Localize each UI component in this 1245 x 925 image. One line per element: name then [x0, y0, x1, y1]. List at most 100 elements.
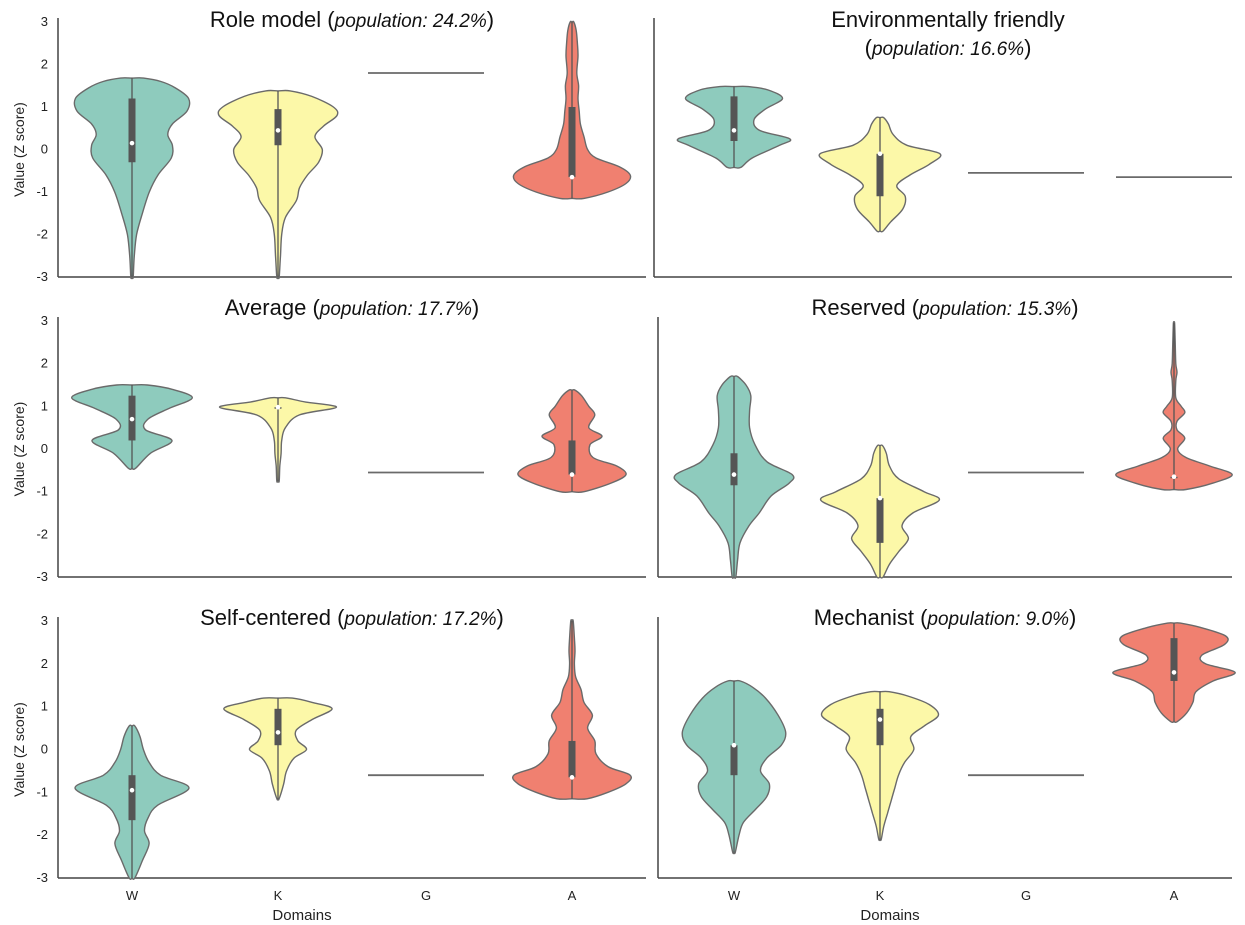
x-tick-label: W	[728, 888, 741, 903]
violin-A	[511, 619, 633, 800]
y-tick-label: 2	[41, 356, 48, 371]
panel-title-name: Average (	[225, 295, 321, 320]
y-tick-label: -3	[36, 269, 48, 284]
violin-iqr-box	[274, 708, 282, 746]
violin-iqr-box	[128, 98, 136, 163]
x-tick-label: G	[1021, 888, 1031, 903]
violin-iqr-box	[568, 740, 576, 778]
violin-K	[218, 396, 338, 483]
panel-title-name: Self-centered (	[200, 605, 345, 630]
violin-median-dot	[877, 495, 883, 501]
violin-median-dot	[877, 151, 883, 157]
panel-1: 3 2 1 0 -1 -2 -3 Value (Z score) Role model (pop…	[11, 7, 646, 284]
violin-W	[71, 383, 193, 470]
panel-title-close: )	[487, 7, 494, 32]
y-tick-label: 2	[41, 656, 48, 671]
violin-K	[820, 690, 940, 842]
violin-W	[73, 77, 191, 280]
violin-iqr-box	[876, 153, 884, 197]
violin-median-dot	[129, 787, 135, 793]
violin-W	[74, 724, 190, 880]
panel-3: 3 2 1 0 -1 -2 -3 Value (Z score) Average (popula…	[11, 295, 646, 584]
panel-2: Environmentally friendly (population: 16.…	[653, 7, 1232, 278]
violin-median-dot	[569, 472, 575, 477]
y-axis-label: Value (Z score)	[11, 702, 27, 797]
x-tick-label: K	[876, 888, 885, 903]
violin-iqr-box	[730, 453, 738, 486]
violin-K	[223, 697, 333, 801]
violin-A	[1115, 320, 1233, 491]
panel-title-population: population: 15.3%	[918, 299, 1071, 320]
y-tick-label: -2	[36, 227, 48, 242]
panel-title-population: population: 17.2%	[343, 609, 496, 630]
violin-median-dot	[275, 128, 281, 133]
panel-title-close: )	[1071, 295, 1078, 320]
panel-title-close: )	[497, 605, 504, 630]
panel-title: Role model (population: 24.2%)	[210, 7, 494, 32]
violin-median-dot	[275, 730, 281, 735]
y-tick-label: 1	[41, 699, 48, 714]
violin-A	[517, 389, 627, 494]
violin-iqr-box	[568, 440, 576, 475]
panel-title: Mechanist (population: 9.0%)	[814, 605, 1077, 630]
panel-title-population: (population: 16.6%)	[865, 35, 1032, 60]
violin-median-dot	[129, 140, 135, 146]
y-tick-label: 0	[41, 441, 48, 456]
x-tick-label: K	[274, 888, 283, 903]
y-axis-label: Value (Z score)	[11, 402, 27, 497]
violin-iqr-box	[274, 109, 282, 146]
violin-K	[217, 89, 339, 280]
panel-4: Reserved (population: 15.3%)	[657, 295, 1233, 579]
violin-median-dot	[129, 416, 135, 422]
violin-A	[1112, 622, 1236, 724]
y-tick-label: 3	[41, 313, 48, 328]
y-tick-label: -2	[36, 526, 48, 541]
y-tick-label: 3	[41, 14, 48, 29]
y-tick-label: -2	[36, 827, 48, 842]
violin-iqr-box	[568, 107, 576, 178]
x-axis-label: Domains	[860, 907, 919, 924]
violin-median-dot	[569, 174, 575, 180]
panel-6: Mechanist (population: 9.0%) W K G A Domains	[657, 605, 1236, 924]
panel-title-population: population: 17.7%	[319, 299, 472, 320]
violin-median-dot	[1171, 474, 1177, 480]
y-tick-label: 1	[41, 398, 48, 413]
violin-median-dot	[877, 717, 883, 722]
y-tick-label: -1	[36, 184, 48, 199]
violin-W	[681, 679, 787, 855]
violin-K	[819, 444, 941, 579]
violin-median-dot	[731, 472, 737, 477]
panel-5: 3 2 1 0 -1 -2 -3 Value (Z score) Self-centered (…	[11, 605, 646, 924]
x-tick-label: A	[1170, 888, 1179, 903]
panel-title: Average (population: 17.7%)	[225, 295, 479, 320]
violin-iqr-box	[128, 775, 136, 821]
y-tick-label: 1	[41, 99, 48, 114]
y-tick-label: -1	[36, 784, 48, 799]
panel-title-name: Role model (	[210, 7, 335, 32]
panel-title-name: Mechanist (	[814, 605, 928, 630]
violin-median-dot	[569, 775, 575, 780]
violin-K	[818, 116, 942, 233]
panel-title-close: )	[1069, 605, 1076, 630]
violin-iqr-box	[1170, 638, 1178, 681]
violin-median-dot	[731, 128, 737, 133]
panel-title: Reserved (population: 15.3%)	[811, 295, 1078, 320]
violin-A	[512, 20, 632, 200]
violin-iqr-box	[876, 498, 884, 543]
panel-title-name: Environmentally friendly	[831, 7, 1065, 32]
panel-title-population: population: 24.2%	[334, 11, 487, 32]
violin-iqr-box	[876, 708, 884, 746]
x-axis-label: Domains	[272, 907, 331, 924]
x-tick-label: A	[568, 888, 577, 903]
y-tick-label: 3	[41, 613, 48, 628]
violin-W	[673, 375, 795, 579]
y-tick-label: 0	[41, 742, 48, 757]
y-tick-label: -3	[36, 870, 48, 885]
violin-iqr-box	[730, 745, 738, 776]
violin-median-dot	[731, 742, 737, 748]
x-tick-label: W	[126, 888, 139, 903]
panel-title-population: population: 9.0%	[926, 609, 1069, 630]
panel-title-close: )	[472, 295, 479, 320]
violin-iqr-box	[730, 96, 738, 141]
